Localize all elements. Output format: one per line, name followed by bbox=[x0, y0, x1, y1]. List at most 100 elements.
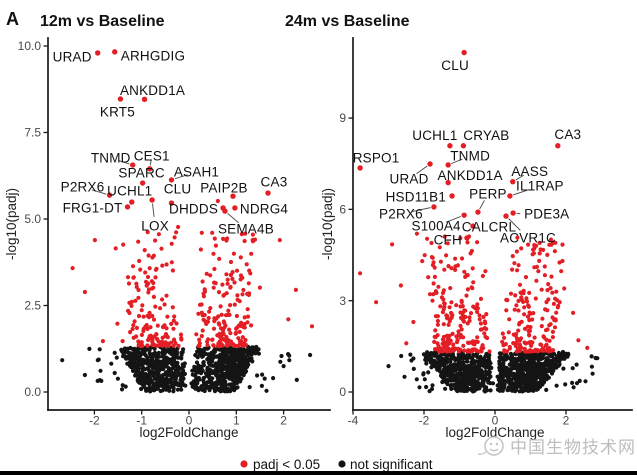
gene-dot-URAD bbox=[95, 50, 101, 56]
gene-dot-SEMA4B bbox=[222, 208, 228, 214]
plot-title-12m: 12m vs Baseline bbox=[40, 13, 165, 30]
y-tick-label: 3 bbox=[339, 294, 346, 308]
gene-label-PERP: PERP bbox=[469, 187, 507, 202]
gene-label-CA3: CA3 bbox=[261, 175, 288, 190]
gene-label-ANKDD1A: ANKDD1A bbox=[438, 168, 503, 183]
axis-ticks-12m: -2 -1 0 1 2 10.0 7.5 5.0 2.5 0.0 bbox=[18, 39, 288, 427]
gene-label-FRG1-DT: FRG1-DT bbox=[63, 200, 123, 215]
legend-label-significant: padj < 0.05 bbox=[253, 457, 320, 472]
gene-dot-CA3 bbox=[555, 143, 561, 149]
y-axis-label-24m: -log10(padj) bbox=[320, 188, 335, 260]
data-points-24m bbox=[358, 231, 600, 394]
data-points-12m bbox=[60, 198, 315, 394]
gene-label-SPARC: SPARC bbox=[118, 166, 165, 181]
x-axis-label-24m: log2FoldChange bbox=[445, 425, 544, 440]
y-tick-label: 0.0 bbox=[24, 385, 41, 399]
gene-connector bbox=[227, 212, 239, 224]
gene-label-P2RX6: P2RX6 bbox=[61, 180, 105, 195]
gene-label-NDRG4: NDRG4 bbox=[240, 201, 289, 216]
gene-label-CALCRL: CALCRL bbox=[462, 220, 517, 235]
y-tick-label: 5.0 bbox=[24, 212, 41, 226]
y-axis-label-12m: -log10(padj) bbox=[4, 188, 19, 260]
gene-dot-CFH bbox=[464, 235, 470, 241]
gene-label-TNMD: TNMD bbox=[91, 151, 131, 166]
gene-dot-LOX bbox=[149, 197, 155, 203]
gene-label-PAIP2B: PAIP2B bbox=[200, 181, 247, 196]
gene-dot-UCHL1 bbox=[447, 143, 453, 149]
y-tick-label: 6 bbox=[339, 203, 346, 217]
panel-24m: 24m vs Baseline log2FoldChange -log10(pa… bbox=[285, 13, 633, 440]
legend: padj < 0.05 not significant bbox=[240, 457, 433, 472]
plot-title-24m: 24m vs Baseline bbox=[285, 13, 410, 30]
gene-dot-ANKDD1A bbox=[445, 179, 451, 186]
gene-label-KRT5: KRT5 bbox=[100, 104, 135, 119]
x-tick-label: -4 bbox=[348, 414, 359, 428]
gene-connector bbox=[515, 174, 525, 181]
gene-connector bbox=[118, 159, 130, 165]
legend-dot-not-significant bbox=[338, 460, 346, 468]
y-tick-label: 9 bbox=[339, 111, 346, 125]
significant-cloud bbox=[358, 231, 590, 354]
gene-dot-CALCRL bbox=[470, 223, 476, 229]
gene-dot-CES1 bbox=[147, 166, 153, 172]
y-tick-label: 2.5 bbox=[24, 299, 41, 313]
gene-connector bbox=[513, 188, 530, 196]
gene-label-ANKDD1A: ANKDD1A bbox=[120, 83, 185, 98]
gene-label-CLU: CLU bbox=[164, 182, 192, 197]
legend-label-not-significant: not significant bbox=[350, 457, 433, 472]
gene-dot-TNMD bbox=[130, 162, 136, 168]
gene-label-CRYAB: CRYAB bbox=[463, 128, 509, 143]
gene-dot-CLU bbox=[461, 49, 467, 56]
gene-dot-SPARC bbox=[139, 180, 146, 186]
gene-label-S100A4: S100A4 bbox=[411, 219, 461, 234]
gene-annotations-24m: CLU UCHL1 CRYAB CA3 RSPO1 TNMD URAD ANKDD1A AASS… bbox=[353, 49, 581, 247]
gene-label-IL1RAP: IL1RAP bbox=[516, 178, 564, 193]
gene-label-DHDDS: DHDDS bbox=[169, 201, 218, 216]
gene-dot-IL1RAP bbox=[507, 193, 513, 199]
watermark-text: 中国生物技术网 bbox=[510, 438, 636, 457]
gene-label-ASAH1: ASAH1 bbox=[174, 164, 219, 179]
x-tick-label: 1 bbox=[233, 414, 240, 428]
bottom-bar bbox=[0, 471, 637, 475]
significant-cloud bbox=[70, 198, 315, 349]
gene-dot-ASAH1 bbox=[168, 177, 175, 183]
x-tick-label: 0 bbox=[492, 414, 499, 428]
gene-dot-PDE3A bbox=[510, 210, 516, 216]
gene-dot-NDRG4 bbox=[232, 205, 238, 211]
not-significant-cloud bbox=[386, 349, 600, 394]
gene-dot-RSPO1 bbox=[357, 165, 363, 171]
gene-dot-HSD11B1 bbox=[449, 193, 455, 199]
panel-12m: 12m vs Baseline log2FoldChange -log10(pa… bbox=[4, 13, 331, 440]
gene-dot-PAIP2B bbox=[230, 193, 236, 199]
legend-dot-significant bbox=[240, 460, 248, 468]
x-tick-label: -2 bbox=[89, 414, 100, 428]
gene-label-TNMD: TNMD bbox=[450, 148, 490, 163]
gene-label-CLU: CLU bbox=[441, 58, 469, 73]
gene-connector bbox=[451, 158, 463, 165]
gene-dot-UCHL1 bbox=[129, 199, 135, 205]
gene-annotations-12m: URAD ARHGDIG KRT5 ANKDD1A TNMD CES1 SPARC ASAH1… bbox=[53, 48, 289, 236]
gene-label-UCHL1: UCHL1 bbox=[412, 128, 457, 143]
gene-connector bbox=[508, 218, 521, 231]
x-axis-label-12m: log2FoldChange bbox=[139, 425, 238, 440]
y-tick-label: 0 bbox=[339, 385, 346, 399]
y-tick-label: 7.5 bbox=[24, 126, 41, 140]
x-tick-label: -2 bbox=[419, 414, 430, 428]
gene-label-LOX: LOX bbox=[141, 218, 169, 233]
gene-label-UCHL1: UCHL1 bbox=[107, 184, 152, 199]
gene-connector bbox=[174, 174, 188, 180]
gene-dot-CLU bbox=[168, 200, 175, 206]
gene-dot-KRT5 bbox=[117, 96, 124, 102]
gene-label-CA3: CA3 bbox=[554, 127, 581, 142]
gene-connector bbox=[445, 215, 462, 223]
gene-dot-ARHGDIG bbox=[112, 49, 118, 55]
gene-dot-P2RX6 bbox=[106, 192, 113, 198]
x-tick-label: -1 bbox=[136, 414, 147, 428]
gene-dot-CRYAB bbox=[460, 143, 467, 149]
x-tick-label: 2 bbox=[563, 414, 570, 428]
gene-dot-AASS bbox=[510, 178, 516, 185]
y-tick-label: 10.0 bbox=[18, 39, 42, 53]
gene-label-CES1: CES1 bbox=[134, 148, 170, 163]
